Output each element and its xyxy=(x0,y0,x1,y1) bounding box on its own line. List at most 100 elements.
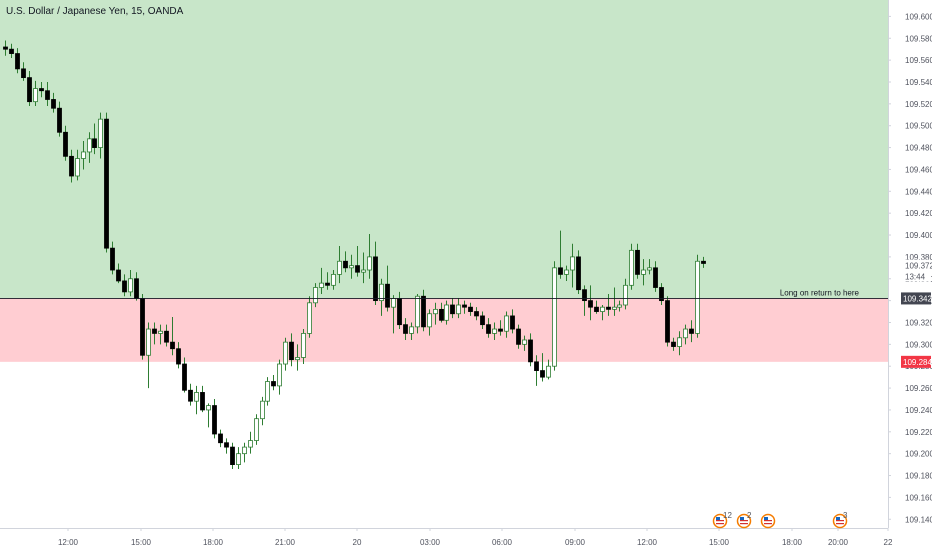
flag-stripe xyxy=(764,523,772,525)
candle-body xyxy=(325,282,330,286)
candle-body xyxy=(373,256,378,302)
candle-body xyxy=(146,328,151,356)
candle-body xyxy=(188,389,193,402)
candle-body xyxy=(230,446,235,465)
level-price-tag: 109.342 xyxy=(903,294,932,303)
stop-price-tag-bg xyxy=(901,355,931,368)
candle-body xyxy=(695,260,700,334)
candle-body xyxy=(444,304,449,321)
candle-body xyxy=(182,363,187,391)
candle-body xyxy=(98,118,103,148)
time-tick-label: 22 xyxy=(884,538,893,547)
candle-body xyxy=(647,267,652,271)
price-tick-label: 109.420 xyxy=(905,209,932,218)
candle-body xyxy=(462,304,467,308)
candle-body xyxy=(331,273,336,286)
candle-body xyxy=(582,289,587,302)
candle-body xyxy=(659,287,664,302)
candle-body xyxy=(421,295,426,328)
candle-body xyxy=(349,265,354,269)
candle-body xyxy=(635,249,640,275)
candle-body xyxy=(128,278,133,293)
candle-body xyxy=(498,328,503,332)
time-tick-label: 21:00 xyxy=(275,538,296,547)
candle-body xyxy=(594,306,599,312)
candle-body xyxy=(617,304,622,308)
time-tick-label: 15:00 xyxy=(131,538,152,547)
price-tick-label: 109.460 xyxy=(905,165,932,174)
flag-canton xyxy=(716,517,720,520)
time-tick-label: 15:00 xyxy=(709,538,730,547)
candle-body xyxy=(164,330,169,343)
candle-body xyxy=(75,158,80,177)
candle-body xyxy=(516,328,521,345)
price-tick-label: 109.320 xyxy=(905,318,932,327)
candle-body xyxy=(367,256,372,271)
price-tick-label: 109.480 xyxy=(905,144,932,153)
flag-stripe xyxy=(740,520,748,522)
candle-body xyxy=(51,99,56,109)
time-tick-label: 09:00 xyxy=(565,538,586,547)
price-tick-label: 109.160 xyxy=(905,493,932,502)
candle-body xyxy=(510,315,515,330)
candle-body xyxy=(319,282,324,288)
candle-body xyxy=(224,442,229,448)
level-price-tag-bg xyxy=(901,292,931,305)
candle-body xyxy=(176,348,181,365)
event-badge-count: 2 xyxy=(747,511,752,520)
candle-body xyxy=(218,433,223,444)
price-tick-label: 109.580 xyxy=(905,34,932,43)
candle-body xyxy=(391,298,396,308)
candle-body xyxy=(15,53,20,70)
flag-stripe xyxy=(716,523,724,525)
price-tick-label: 109.600 xyxy=(905,12,932,21)
time-tick-label: 20 xyxy=(353,538,362,547)
candle-body xyxy=(343,260,348,269)
candle-body xyxy=(313,287,318,304)
candle-body xyxy=(260,400,265,420)
candle-body xyxy=(104,118,109,249)
countdown-label: 13:44 xyxy=(905,273,926,282)
time-tick-label: 12:00 xyxy=(637,538,658,547)
price-tick-label: 109.200 xyxy=(905,450,932,459)
candle-body xyxy=(33,88,38,103)
candle-body xyxy=(9,48,14,54)
candle-body xyxy=(242,446,247,455)
flag-canton xyxy=(836,517,840,520)
time-tick-label: 03:00 xyxy=(420,538,441,547)
candle-body xyxy=(152,328,157,334)
candle-body xyxy=(254,418,259,441)
event-badge-count: 12 xyxy=(723,511,732,520)
flag-canton xyxy=(764,517,768,520)
candle-body xyxy=(92,138,97,148)
candle-body xyxy=(397,298,402,326)
candle-body xyxy=(439,308,444,321)
candle-body xyxy=(522,339,527,345)
candle-body xyxy=(546,365,551,378)
candle-body xyxy=(468,306,473,312)
candle-body xyxy=(665,300,670,343)
price-tick-label: 109.180 xyxy=(905,472,932,481)
price-tick-label: 109.520 xyxy=(905,100,932,109)
candle-body xyxy=(450,304,455,315)
candle-body xyxy=(277,363,282,387)
price-tick-label: 109.380 xyxy=(905,253,932,262)
flag-canton xyxy=(740,517,744,520)
time-tick-label: 18:00 xyxy=(782,538,803,547)
candle-body xyxy=(456,304,461,315)
candle-body xyxy=(337,260,342,275)
candle-body xyxy=(57,107,62,133)
candle-body xyxy=(409,326,414,334)
candle-body xyxy=(570,256,575,271)
candle-body xyxy=(564,269,569,275)
current-price-label: 109.372 xyxy=(905,262,932,271)
candle-body xyxy=(677,337,682,347)
candle-body xyxy=(122,280,127,293)
stop-price-tag: 109.284 xyxy=(903,358,932,367)
candle-body xyxy=(600,306,605,312)
candle-body xyxy=(534,361,539,371)
candle-body xyxy=(433,308,438,315)
candle-body xyxy=(81,151,86,159)
